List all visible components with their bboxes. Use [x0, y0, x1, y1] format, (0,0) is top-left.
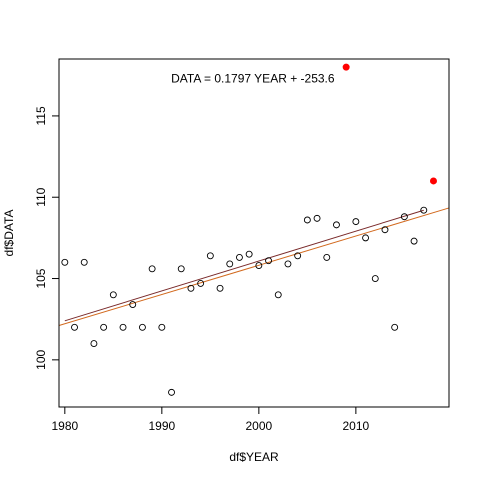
y-tick-label: 100: [34, 350, 48, 370]
data-point: [294, 252, 302, 260]
data-point: [323, 253, 331, 261]
data-point: [158, 323, 166, 331]
fit-line-2: [64, 209, 424, 322]
y-axis-label: df$DATA: [2, 210, 16, 257]
x-tick-label: 1980: [51, 419, 78, 433]
data-point: [235, 253, 243, 261]
data-point: [177, 265, 185, 273]
data-point: [197, 279, 205, 287]
data-point: [90, 340, 98, 348]
x-axis: 1980 1990 2000 2010: [51, 407, 370, 433]
data-point: [61, 258, 69, 266]
data-point: [138, 323, 146, 331]
data-point: [303, 216, 311, 224]
y-axis: 100 105 110 115: [34, 106, 59, 370]
fit-lines: [58, 207, 450, 327]
highlight-point: [429, 177, 437, 185]
data-point: [80, 258, 88, 266]
y-tick-label: 105: [34, 268, 48, 288]
highlight-point: [342, 63, 350, 71]
data-point: [284, 260, 292, 268]
data-point: [313, 214, 321, 222]
data-point: [100, 323, 108, 331]
data-point: [381, 226, 389, 234]
plot-frame: [58, 58, 450, 408]
x-tick-label: 1990: [148, 419, 175, 433]
data-point: [255, 262, 263, 269]
data-point: [274, 291, 282, 299]
data-point: [119, 323, 127, 331]
data-point: [400, 213, 408, 221]
x-tick-label: 2000: [245, 419, 272, 433]
data-point: [168, 388, 175, 396]
data-point: [371, 275, 379, 282]
data-point: [71, 323, 78, 331]
data-point: [245, 250, 253, 258]
data-points: [61, 206, 428, 396]
data-point: [420, 206, 428, 214]
data-point: [148, 265, 156, 273]
x-tick-label: 2010: [343, 419, 370, 433]
data-point: [352, 218, 360, 226]
data-point: [333, 221, 340, 229]
y-tick-label: 115: [34, 106, 48, 125]
data-point: [226, 260, 234, 268]
fit-line-1: [58, 207, 450, 327]
data-point: [187, 284, 195, 292]
data-point: [206, 252, 214, 260]
regression-equation: DATA = 0.1797 YEAR + -253.6: [171, 72, 335, 86]
data-point: [109, 291, 117, 299]
data-point: [216, 284, 224, 292]
data-point: [410, 237, 418, 245]
data-point: [391, 323, 399, 331]
data-point: [265, 257, 273, 265]
highlight-points: [342, 63, 437, 185]
y-tick-label: 110: [34, 187, 48, 206]
data-point: [129, 301, 137, 309]
data-point: [362, 234, 370, 242]
x-axis-label: df$YEAR: [229, 450, 279, 464]
